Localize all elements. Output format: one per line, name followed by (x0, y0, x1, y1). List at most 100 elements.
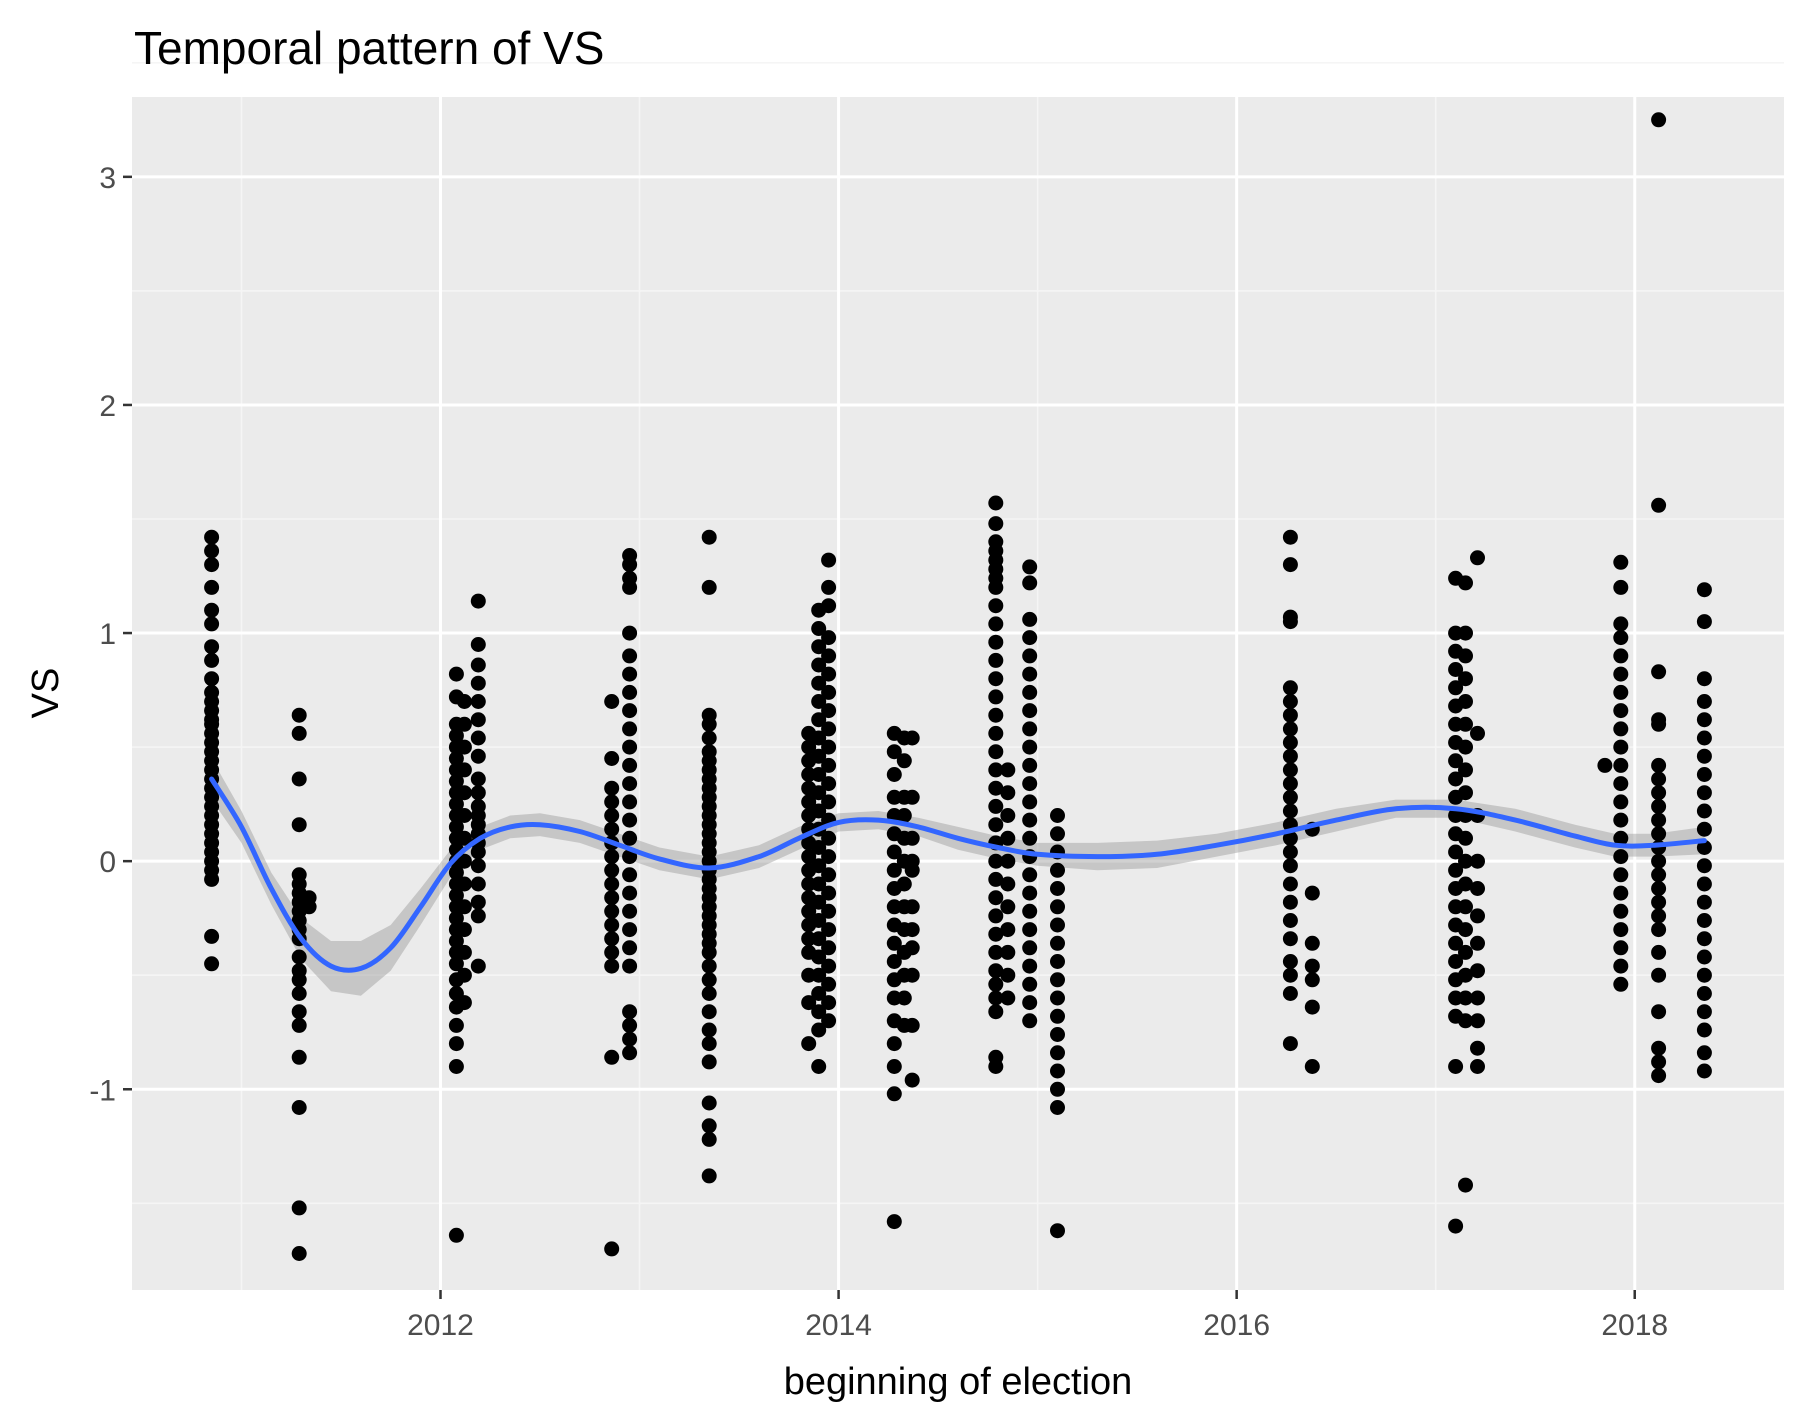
data-point (1050, 826, 1065, 842)
data-point (988, 725, 1004, 741)
data-point (1651, 1068, 1667, 1084)
data-point (1282, 876, 1298, 892)
data-point (821, 757, 837, 773)
data-point (1448, 862, 1464, 878)
data-point (448, 751, 464, 766)
data-point (1000, 785, 1016, 801)
data-point (896, 753, 912, 769)
data-point (1696, 694, 1712, 709)
data-point (1696, 821, 1712, 837)
data-point (1470, 935, 1485, 951)
data-point (604, 808, 620, 823)
data-point (448, 796, 464, 812)
data-point (821, 598, 837, 614)
data-point (811, 876, 827, 892)
data-point (1000, 830, 1016, 846)
data-point (701, 1131, 717, 1147)
data-point (448, 819, 464, 835)
data-point (1651, 798, 1667, 814)
data-point (896, 876, 912, 892)
data-point (988, 579, 1004, 595)
data-point (1613, 648, 1629, 664)
data-point (1613, 885, 1629, 901)
data-point (456, 995, 472, 1011)
data-point (1651, 881, 1667, 896)
data-point (1470, 1040, 1485, 1056)
data-point (988, 689, 1004, 705)
data-point (1022, 739, 1038, 755)
data-point (988, 707, 1004, 723)
data-point (1696, 858, 1712, 874)
data-point (811, 785, 827, 801)
data-point (456, 853, 472, 869)
data-point (1613, 579, 1629, 595)
data-point (1651, 812, 1667, 828)
data-point (988, 762, 1004, 778)
data-point (1458, 739, 1473, 755)
data-point (1651, 757, 1667, 773)
data-point (886, 954, 902, 969)
data-point (811, 712, 827, 728)
data-point (1458, 899, 1473, 915)
data-point (456, 922, 472, 938)
data-point (1282, 954, 1298, 969)
data-point (1458, 944, 1473, 960)
data-point (456, 876, 472, 892)
data-point (448, 956, 464, 972)
data-point (456, 967, 472, 983)
data-point (886, 767, 902, 782)
data-point (470, 858, 486, 874)
data-point (1613, 616, 1629, 632)
data-point (470, 657, 486, 673)
data-point (821, 922, 837, 938)
data-point (1696, 712, 1712, 728)
data-point (821, 739, 837, 755)
data-point (1050, 954, 1065, 969)
data-point (811, 1004, 827, 1020)
data-point (1448, 771, 1464, 787)
data-point (701, 529, 717, 545)
data-point (291, 725, 307, 741)
major-gridlines (132, 97, 1784, 1290)
data-point (1613, 867, 1629, 883)
data-point (1050, 1027, 1065, 1042)
data-point (204, 928, 220, 944)
data-point (1304, 885, 1320, 901)
data-point (470, 675, 486, 691)
data-point (1000, 876, 1016, 892)
data-point (811, 858, 827, 874)
data-point (811, 730, 827, 746)
data-point (1304, 1059, 1320, 1074)
data-point (988, 1004, 1004, 1020)
data-point (896, 990, 912, 1006)
data-point (1470, 908, 1485, 924)
data-point (1050, 1223, 1065, 1239)
data-point (1651, 771, 1667, 787)
data-point (801, 995, 817, 1011)
minor-gridlines (132, 61, 1784, 1290)
data-point (821, 630, 837, 646)
data-point (622, 812, 638, 828)
data-point (448, 865, 464, 881)
data-point (811, 986, 827, 1001)
data-point (1458, 785, 1473, 801)
data-point (1613, 703, 1629, 719)
data-point (1000, 944, 1016, 960)
smooth-line-layer (209, 776, 1707, 973)
data-point (456, 762, 472, 778)
data-point (821, 940, 837, 956)
data-point (204, 529, 220, 545)
data-point (604, 849, 620, 865)
data-point (1448, 844, 1464, 860)
data-point (701, 730, 717, 746)
data-point (291, 1049, 307, 1065)
data-point (904, 730, 920, 746)
data-point (886, 935, 902, 951)
y-tick-label: -1 (89, 1074, 116, 1107)
data-point (1050, 990, 1065, 1006)
data-point (1613, 684, 1629, 700)
data-point (821, 794, 837, 810)
data-point (1696, 582, 1712, 598)
data-point (622, 757, 638, 773)
